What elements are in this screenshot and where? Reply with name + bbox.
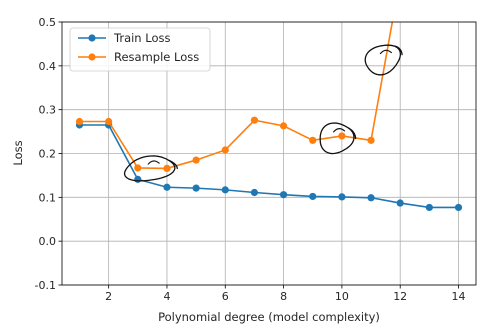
hand-drawn-mark [333, 128, 346, 133]
legend: Train Loss Resample Loss [69, 27, 211, 72]
hand-drawn-mark [379, 49, 392, 55]
data-point-resample-loss [105, 117, 113, 126]
data-point-train-loss [163, 183, 171, 191]
data-point-train-loss [279, 191, 288, 199]
data-point-train-loss [425, 203, 433, 212]
data-point-resample-loss [279, 122, 288, 130]
legend-marker-resample-loss [88, 53, 96, 61]
x-tick-label: 6 [222, 290, 229, 303]
legend-label-resample-loss: Resample Loss [114, 50, 199, 64]
data-point-resample-loss [250, 116, 259, 124]
legend-marker-train-loss [88, 34, 96, 42]
data-point-train-loss [134, 175, 142, 183]
annotation-layer [123, 44, 403, 182]
data-point-resample-loss [338, 132, 346, 140]
y-tick-label: 0.2 [39, 148, 57, 161]
data-point-train-loss [192, 184, 200, 192]
y-tick-label: 0.4 [39, 60, 57, 73]
data-point-train-loss [396, 199, 404, 207]
data-point-resample-loss [134, 164, 142, 172]
series-layer [75, 22, 463, 212]
y-tick-label: 0.5 [39, 16, 57, 29]
legend-label-train-loss: Train Loss [113, 31, 170, 45]
y-tick-label: 0.0 [39, 235, 57, 248]
y-tick-label: -0.1 [35, 279, 56, 292]
x-tick-label: 10 [335, 290, 349, 303]
data-point-resample-loss [75, 117, 84, 126]
data-point-train-loss [309, 192, 317, 201]
data-point-resample-loss [163, 164, 171, 173]
data-point-resample-loss [192, 156, 200, 164]
y-tick-label: 0.3 [39, 104, 57, 117]
data-point-resample-loss [367, 136, 375, 144]
x-tick-label: 12 [393, 290, 407, 303]
x-tick-label: 4 [163, 290, 170, 303]
hand-drawn-circle [319, 122, 357, 155]
hand-drawn-circle [364, 44, 403, 76]
data-point-train-loss [221, 186, 229, 194]
x-axis-label: Polynomial degree (model complexity) [158, 310, 380, 324]
x-tick-label: 8 [280, 290, 287, 303]
x-tick-label: 2 [105, 290, 112, 303]
data-point-train-loss [454, 203, 463, 212]
data-point-train-loss [338, 193, 346, 201]
data-point-train-loss [250, 188, 259, 197]
x-tick-label: 14 [452, 290, 466, 303]
hand-drawn-circle [123, 155, 178, 182]
data-point-resample-loss [221, 146, 229, 154]
data-point-train-loss [367, 194, 375, 202]
data-point-resample-loss [309, 136, 317, 144]
y-axis-label: Loss [11, 140, 25, 165]
y-tick-label: 0.1 [39, 191, 57, 204]
ticks: 2 4 6 8 10 12 14 -0.1 0.0 0.1 0.2 0.3 0.4 0.5 [35, 16, 466, 303]
hand-drawn-mark [147, 160, 160, 165]
series-line-resample-loss [79, 22, 394, 170]
